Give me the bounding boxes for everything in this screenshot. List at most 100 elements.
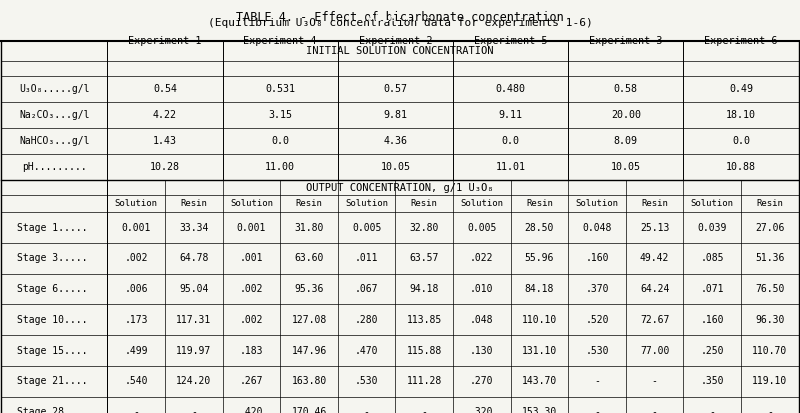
Text: Resin: Resin [295, 199, 322, 208]
Text: Stage 6.....: Stage 6..... [17, 284, 87, 294]
Text: .085: .085 [701, 253, 724, 263]
Text: 20.00: 20.00 [611, 110, 641, 120]
Text: Resin: Resin [180, 199, 207, 208]
Text: Stage 28....: Stage 28.... [17, 407, 87, 413]
Text: 0.0: 0.0 [271, 136, 290, 146]
Text: 0.57: 0.57 [383, 84, 407, 94]
Text: Experiment 1: Experiment 1 [128, 36, 202, 45]
Text: 51.36: 51.36 [755, 253, 785, 263]
Text: .370: .370 [586, 284, 609, 294]
Text: .270: .270 [470, 376, 494, 387]
Text: 131.10: 131.10 [522, 346, 557, 356]
Text: TABLE 4. -: TABLE 4. - [361, 11, 439, 24]
Text: .067: .067 [355, 284, 378, 294]
Text: 96.30: 96.30 [755, 315, 785, 325]
Text: .250: .250 [701, 346, 724, 356]
Text: 49.42: 49.42 [640, 253, 670, 263]
Text: (Equilibrium U₃O₈ concentration data for experiments 1-6): (Equilibrium U₃O₈ concentration data for… [208, 18, 592, 28]
Text: .160: .160 [586, 253, 609, 263]
Text: 0.480: 0.480 [496, 84, 526, 94]
Text: .499: .499 [125, 346, 148, 356]
Text: 117.31: 117.31 [176, 315, 211, 325]
Text: .267: .267 [240, 376, 263, 387]
Text: Stage 1.....: Stage 1..... [17, 223, 87, 233]
Text: Resin: Resin [410, 199, 438, 208]
Text: 4.22: 4.22 [153, 110, 177, 120]
Text: 72.67: 72.67 [640, 315, 670, 325]
Text: .530: .530 [586, 346, 609, 356]
Text: 27.06: 27.06 [755, 223, 785, 233]
Text: 95.04: 95.04 [179, 284, 209, 294]
Text: .280: .280 [355, 315, 378, 325]
Text: 0.54: 0.54 [153, 84, 177, 94]
Text: -: - [191, 407, 197, 413]
Text: 10.05: 10.05 [381, 162, 410, 172]
Text: .183: .183 [240, 346, 263, 356]
Text: 64.78: 64.78 [179, 253, 209, 263]
Text: 163.80: 163.80 [291, 376, 326, 387]
Text: 111.28: 111.28 [406, 376, 442, 387]
Text: 63.60: 63.60 [294, 253, 324, 263]
Text: 119.97: 119.97 [176, 346, 211, 356]
Text: 113.85: 113.85 [406, 315, 442, 325]
Text: Experiment 2: Experiment 2 [358, 36, 432, 45]
Text: U₃O₈.....g/l: U₃O₈.....g/l [19, 84, 90, 94]
Text: 11.00: 11.00 [266, 162, 295, 172]
Text: Stage 10....: Stage 10.... [17, 315, 87, 325]
Text: -: - [652, 376, 658, 387]
Text: -: - [422, 407, 427, 413]
Text: .130: .130 [470, 346, 494, 356]
Text: -: - [652, 407, 658, 413]
Text: Stage 21....: Stage 21.... [17, 376, 87, 387]
Text: 0.001: 0.001 [122, 223, 151, 233]
Text: 31.80: 31.80 [294, 223, 324, 233]
Text: Solution: Solution [345, 199, 388, 208]
Text: 170.46: 170.46 [291, 407, 326, 413]
Text: 10.88: 10.88 [726, 162, 756, 172]
Text: .002: .002 [125, 253, 148, 263]
Text: 55.96: 55.96 [525, 253, 554, 263]
Text: .001: .001 [240, 253, 263, 263]
Text: -: - [710, 407, 715, 413]
Text: 143.70: 143.70 [522, 376, 557, 387]
Text: 77.00: 77.00 [640, 346, 670, 356]
Text: .010: .010 [470, 284, 494, 294]
Text: Resin: Resin [641, 199, 668, 208]
Text: 0.531: 0.531 [266, 84, 295, 94]
Text: 147.96: 147.96 [291, 346, 326, 356]
Text: -: - [767, 407, 773, 413]
Text: .530: .530 [355, 376, 378, 387]
Text: 32.80: 32.80 [410, 223, 439, 233]
Text: -: - [594, 376, 600, 387]
Text: 0.58: 0.58 [614, 84, 638, 94]
Text: Experiment 4: Experiment 4 [243, 36, 317, 45]
Text: 18.10: 18.10 [726, 110, 756, 120]
Text: 0.039: 0.039 [698, 223, 727, 233]
Text: INITIAL SOLUTION CONCENTRATION: INITIAL SOLUTION CONCENTRATION [306, 46, 494, 56]
Text: 0.49: 0.49 [729, 84, 753, 94]
Text: .048: .048 [470, 315, 494, 325]
Text: 119.10: 119.10 [752, 376, 787, 387]
Text: 0.0: 0.0 [502, 136, 520, 146]
Text: 0.005: 0.005 [352, 223, 382, 233]
Text: 127.08: 127.08 [291, 315, 326, 325]
Text: Solution: Solution [114, 199, 158, 208]
Text: Solution: Solution [690, 199, 734, 208]
Text: -: - [134, 407, 139, 413]
Text: .011: .011 [355, 253, 378, 263]
Text: Solution: Solution [575, 199, 618, 208]
Text: TABLE 4. - Effect of bicarbonate concentration: TABLE 4. - Effect of bicarbonate concent… [236, 11, 564, 24]
Text: .006: .006 [125, 284, 148, 294]
Text: 63.57: 63.57 [410, 253, 439, 263]
Text: 0.048: 0.048 [582, 223, 612, 233]
Text: 64.24: 64.24 [640, 284, 670, 294]
Text: .320: .320 [470, 407, 494, 413]
Text: Na₂CO₃...g/l: Na₂CO₃...g/l [19, 110, 90, 120]
Text: .173: .173 [125, 315, 148, 325]
Text: 84.18: 84.18 [525, 284, 554, 294]
Text: 25.13: 25.13 [640, 223, 670, 233]
Text: .071: .071 [701, 284, 724, 294]
Text: .022: .022 [470, 253, 494, 263]
Text: .002: .002 [240, 284, 263, 294]
Text: Stage 3.....: Stage 3..... [17, 253, 87, 263]
